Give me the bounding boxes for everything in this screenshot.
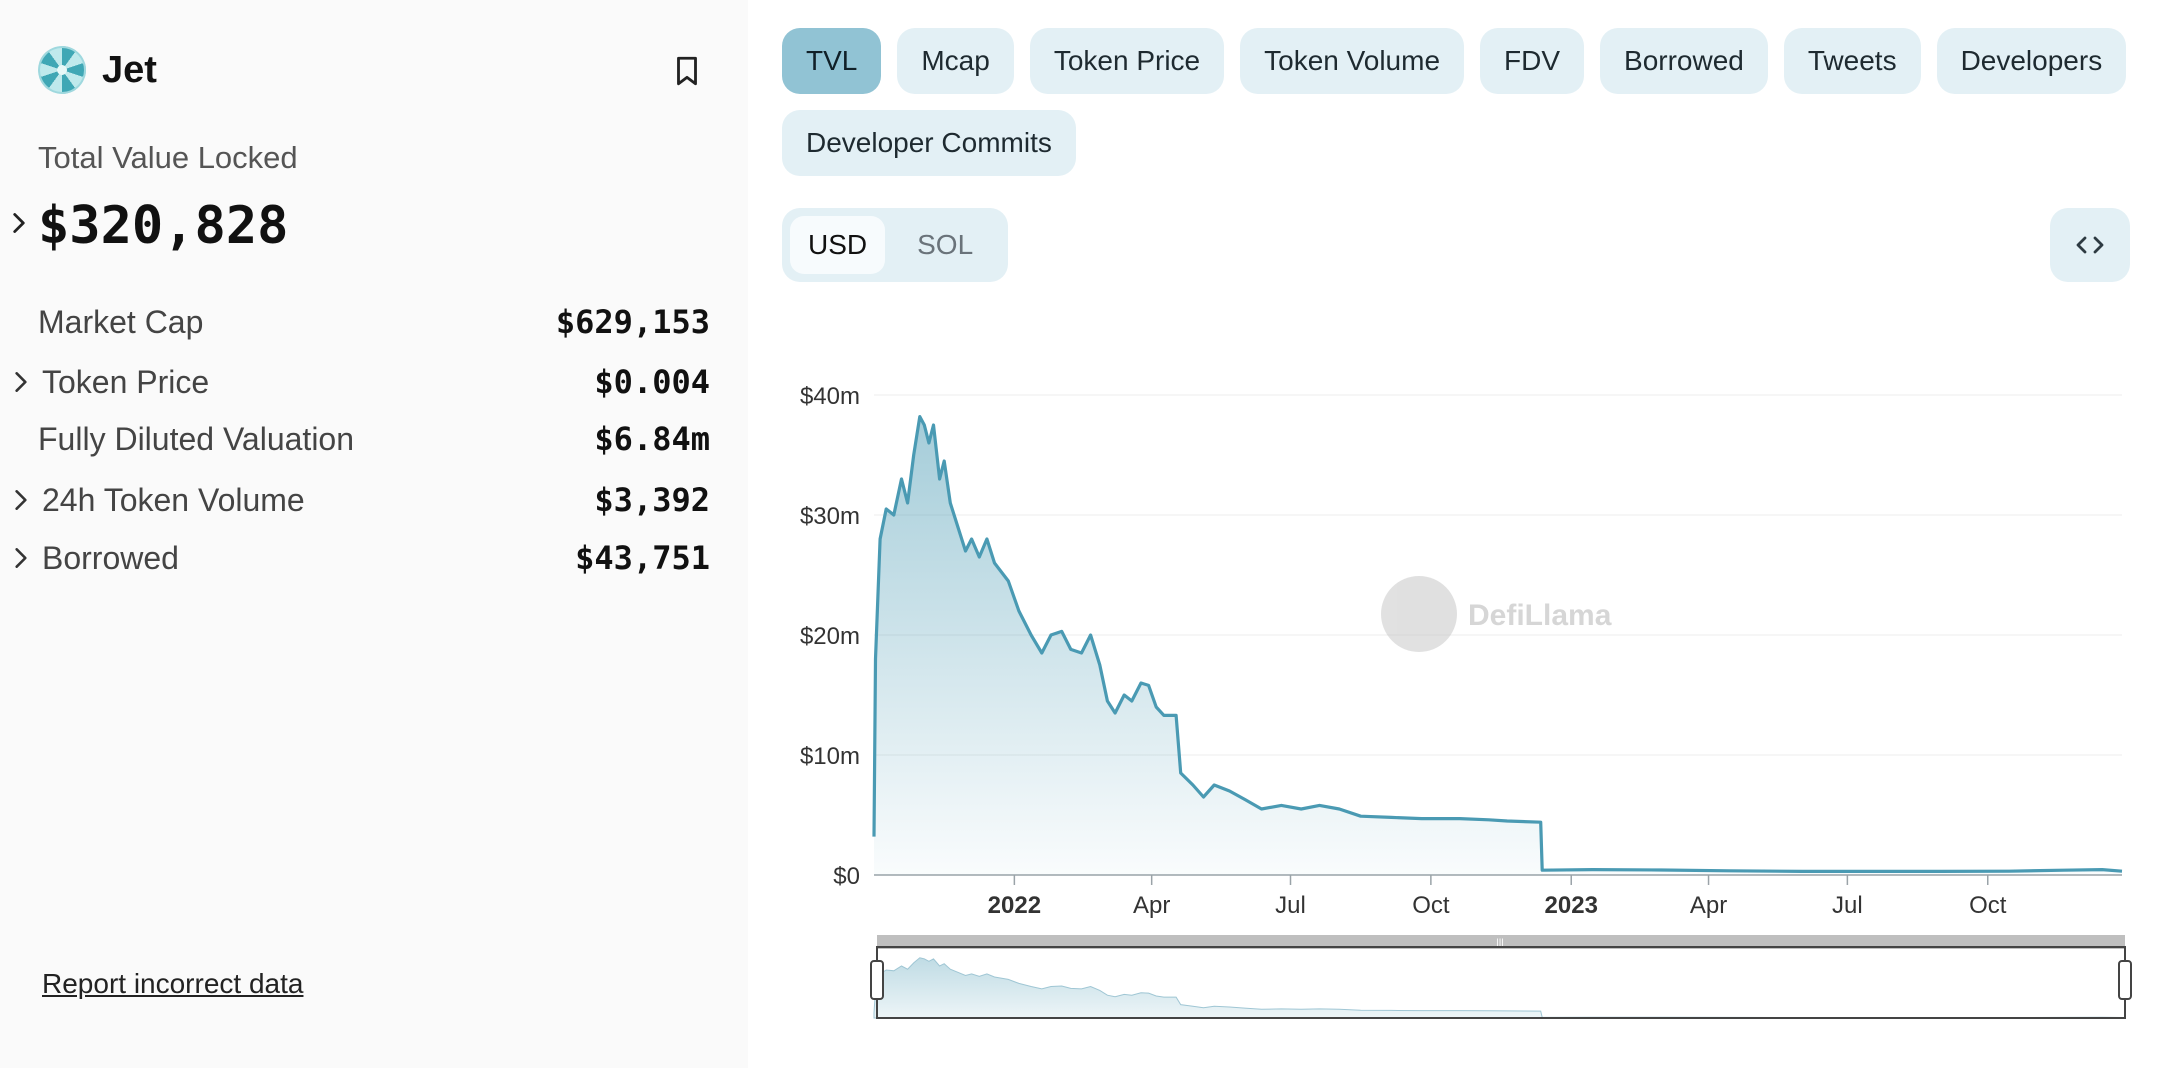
x-tick-label: Apr — [1133, 892, 1170, 919]
zoom-grip-icon[interactable]: ||| — [1496, 938, 1504, 949]
code-brackets-icon — [2076, 236, 2104, 254]
stat-value: $629,153 — [555, 303, 710, 341]
tvl-value: $320,828 — [38, 196, 289, 256]
tvl-chart: $0 $10m $20m $30m $40m DefiLlama 2022 Apr Jul Oct… — [800, 383, 2132, 1019]
stat-name: Market Cap — [0, 304, 203, 341]
x-tick-label: 2022 — [988, 892, 1041, 919]
stat-value: $3,392 — [594, 481, 710, 519]
zoom-overview-area — [873, 957, 2123, 1019]
jet-protocol-logo-icon — [38, 46, 86, 94]
stat-value: $6.84m — [594, 420, 710, 458]
stat-name: Borrowed — [0, 540, 179, 577]
zoom-slider-bar[interactable] — [877, 935, 2125, 949]
chevron-right-icon[interactable] — [8, 369, 34, 395]
stat-value: $43,751 — [575, 539, 710, 577]
y-tick-label: $0 — [833, 863, 860, 890]
llama-logo-icon — [1381, 576, 1457, 652]
tab-fdv[interactable]: FDV — [1480, 28, 1585, 94]
tab-borrowed[interactable]: Borrowed — [1600, 28, 1768, 94]
stat-name: Token Price — [0, 364, 209, 401]
protocol-summary-panel: Jet Total Value Locked $320,828 Market C… — [0, 0, 748, 1068]
tvl-label: Total Value Locked — [38, 140, 298, 175]
tvl-area — [874, 416, 2122, 875]
project-name: Jet — [102, 48, 157, 91]
tab-token-price[interactable]: Token Price — [1029, 28, 1225, 94]
tvl-expand-chevron-icon[interactable] — [6, 208, 32, 238]
denomination-usd-button[interactable]: USD — [790, 216, 886, 274]
zoom-handle-right[interactable] — [2118, 960, 2132, 1000]
tab-tweets[interactable]: Tweets — [1783, 28, 1921, 94]
stat-row-24h-token-volume[interactable]: 24h Token Volume $3,392 — [0, 476, 710, 524]
embed-chart-button[interactable] — [2050, 208, 2130, 282]
x-tick-label: Jul — [1832, 892, 1863, 919]
x-tick-label: 2023 — [1545, 892, 1598, 919]
stat-row-fully-diluted-valuation: Fully Diluted Valuation $6.84m — [0, 415, 710, 463]
zoom-handle-left[interactable] — [870, 960, 884, 1000]
stat-value: $0.004 — [594, 363, 710, 401]
chevron-right-icon[interactable] — [8, 545, 34, 571]
stat-label: Token Price — [42, 363, 210, 400]
stat-row-borrowed[interactable]: Borrowed $43,751 — [0, 534, 710, 582]
stat-row-token-price[interactable]: Token Price $0.004 — [0, 358, 710, 406]
stat-label: Fully Diluted Valuation — [38, 420, 355, 457]
stat-name: Fully Diluted Valuation — [0, 421, 354, 458]
chevron-right-icon[interactable] — [8, 487, 34, 513]
denomination-sol-button[interactable]: SOL — [917, 229, 974, 260]
y-tick-label: $20m — [800, 623, 860, 650]
x-tick-label: Oct — [1412, 892, 1450, 919]
denomination-toggle: USD SOL — [782, 208, 1008, 282]
x-tick-label: Oct — [1969, 892, 2007, 919]
metric-tabs: TVL Mcap Token Price Token Volume FDV Borrowe… — [782, 28, 2142, 176]
tvl-line — [872, 415, 2123, 873]
y-tick-label: $30m — [800, 503, 860, 530]
report-incorrect-data-link[interactable]: Report incorrect data — [42, 968, 304, 999]
y-tick-label: $40m — [800, 383, 860, 410]
stat-row-market-cap: Market Cap $629,153 — [0, 298, 710, 346]
x-tick-label: Jul — [1275, 892, 1306, 919]
stat-label: Borrowed — [42, 539, 179, 576]
project-header: Jet — [38, 44, 157, 96]
tab-token-volume[interactable]: Token Volume — [1240, 28, 1465, 94]
tab-developers[interactable]: Developers — [1936, 28, 2127, 94]
stat-label: Market Cap — [38, 303, 204, 340]
tab-developer-commits[interactable]: Developer Commits — [782, 110, 1076, 176]
x-tick-label: Apr — [1690, 892, 1727, 919]
tab-mcap[interactable]: Mcap — [897, 28, 1014, 94]
watermark-text: DefiLlama — [1468, 599, 1612, 632]
tab-tvl[interactable]: TVL — [782, 28, 882, 94]
stat-label: 24h Token Volume — [42, 481, 305, 518]
y-tick-label: $10m — [800, 743, 860, 770]
bookmark-icon[interactable] — [670, 54, 704, 88]
defillama-watermark: DefiLlama — [1381, 576, 1612, 652]
stat-name: 24h Token Volume — [0, 482, 305, 519]
